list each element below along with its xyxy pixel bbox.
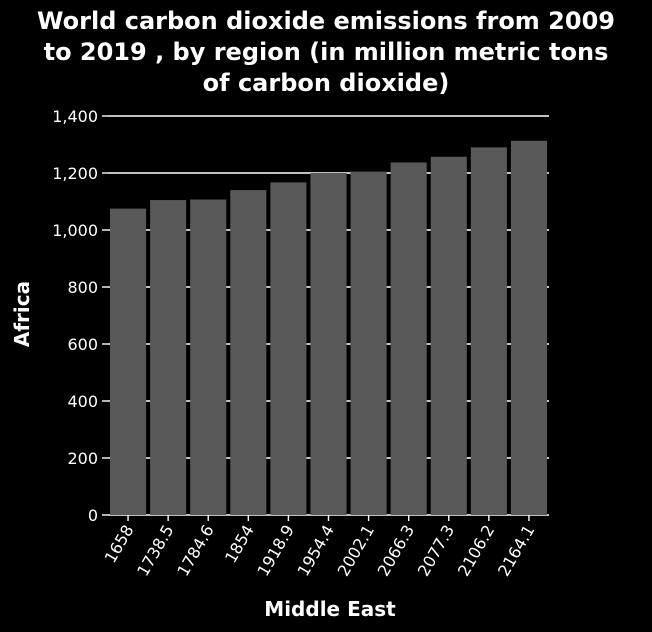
bar	[430, 156, 467, 515]
y-axis-label: Africa	[10, 281, 34, 347]
y-axis-ticks: 0 200 400 600 800 1,000 1,200 1,400	[52, 107, 108, 525]
y-tick-label: 600	[67, 335, 98, 354]
bars	[110, 140, 547, 516]
bar	[510, 140, 547, 516]
y-tick-label: 1,400	[52, 107, 98, 126]
bar	[110, 208, 147, 515]
x-axis-label: Middle East	[264, 597, 396, 621]
y-tick-label: 0	[88, 506, 98, 525]
chart-title-line-2: to 2019 , by region (in million metric t…	[44, 38, 609, 66]
chart-title-line-1: World carbon dioxide emissions from 2009	[37, 7, 615, 35]
y-tick-label: 1,000	[52, 221, 98, 240]
bar	[230, 190, 267, 515]
y-tick-label: 200	[67, 449, 98, 468]
bar	[470, 147, 507, 515]
bar	[190, 199, 227, 515]
y-tick-label: 800	[67, 278, 98, 297]
bar	[350, 171, 387, 515]
bar	[150, 200, 187, 515]
y-tick-label: 1,200	[52, 164, 98, 183]
bar	[390, 162, 427, 515]
bar	[270, 182, 307, 515]
y-tick-label: 400	[67, 392, 98, 411]
chart-title-line-3: of carbon dioxide)	[203, 69, 450, 97]
bar	[310, 173, 347, 515]
